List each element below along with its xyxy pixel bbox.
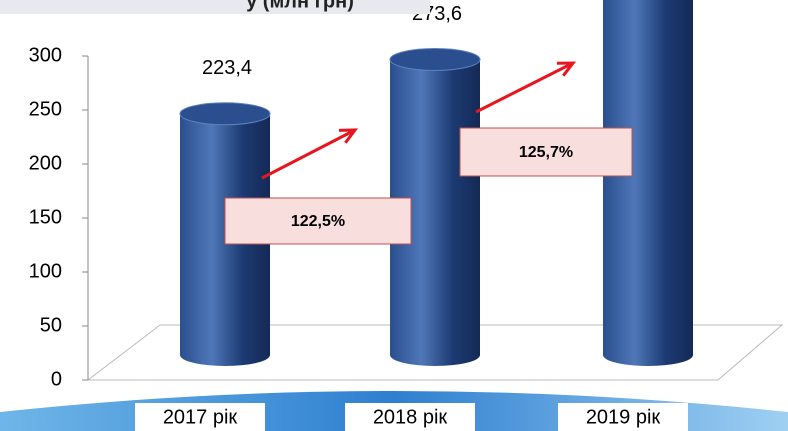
y-tick-label: 300 — [29, 44, 62, 66]
y-tick-label: 100 — [29, 260, 62, 282]
bar-top — [389, 48, 481, 72]
y-tick-label: 50 — [40, 314, 62, 336]
y-tick-label: 0 — [51, 368, 62, 390]
category-box — [345, 403, 475, 431]
floor — [86, 324, 784, 381]
bar-top — [179, 102, 271, 126]
bar — [603, 0, 693, 366]
x-tick-label: 2017 рік — [163, 406, 238, 428]
arrow-head — [338, 128, 359, 144]
arrow-head — [556, 61, 577, 77]
growth-arrow — [261, 128, 356, 180]
y-tick-label: 150 — [29, 206, 62, 228]
category-box — [558, 403, 688, 431]
category-box — [135, 403, 265, 431]
growth-label: 125,7% — [519, 144, 573, 161]
title-box — [0, 0, 430, 14]
chart-title: у (млн грн) — [246, 0, 354, 12]
growth-box — [224, 197, 412, 245]
bar-body — [390, 59, 480, 367]
y-tick-label: 250 — [29, 98, 62, 120]
value-label: 223,4 — [202, 57, 252, 79]
bar — [389, 48, 481, 367]
x-tick-label: 2019 рік — [586, 406, 661, 428]
x-tick-label: 2018 рік — [373, 406, 448, 428]
y-tick-label: 200 — [29, 152, 62, 174]
growth-box — [459, 127, 633, 177]
growth-arrow — [475, 61, 574, 114]
growth-label: 122,5% — [291, 213, 345, 230]
bar-body — [603, 0, 693, 366]
